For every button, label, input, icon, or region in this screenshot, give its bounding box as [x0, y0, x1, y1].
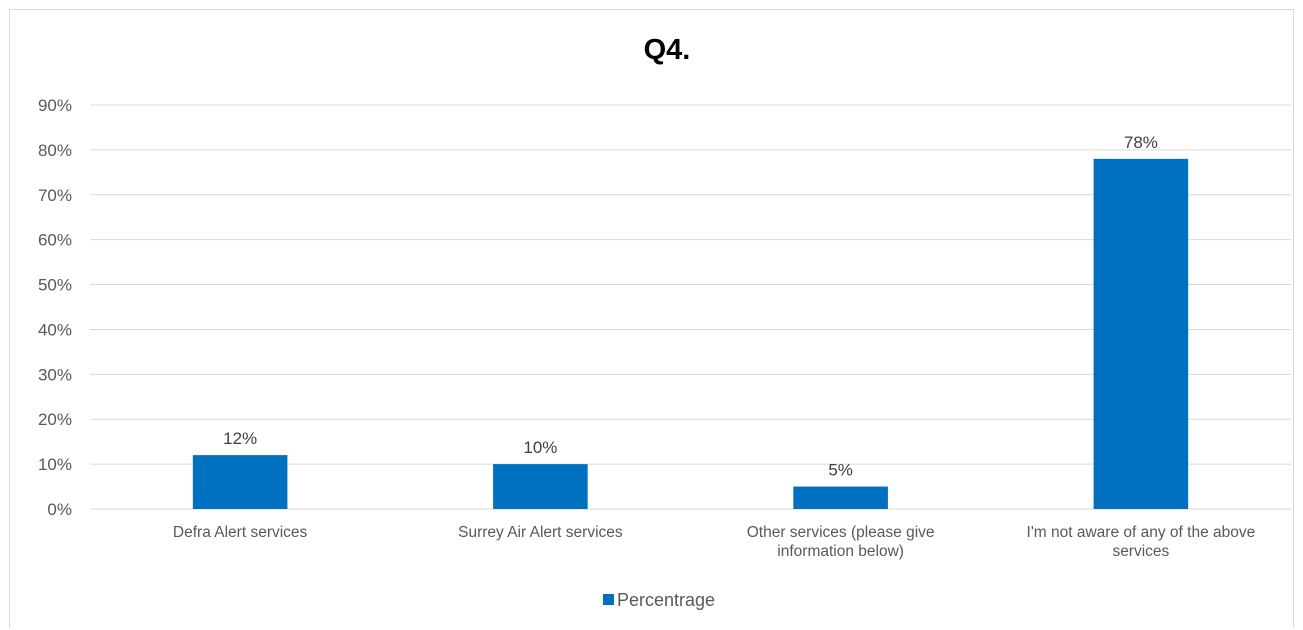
y-tick-label: 20% — [38, 410, 72, 429]
chart-frame — [9, 9, 1294, 628]
bar — [1093, 158, 1189, 509]
data-label: 12% — [223, 429, 257, 448]
legend-swatch — [603, 594, 614, 605]
data-label: 10% — [523, 438, 557, 457]
category-label: Surrey Air Alert services — [458, 524, 623, 541]
category-label: I'm not aware of any of the above — [1027, 524, 1256, 541]
data-label: 5% — [828, 461, 853, 480]
bar — [493, 464, 588, 509]
data-labels: 12% 10% 5% 78% — [223, 133, 1158, 480]
y-tick-label: 10% — [38, 455, 72, 474]
bar — [793, 486, 888, 509]
y-tick-label: 0% — [47, 500, 72, 519]
y-tick-label: 60% — [38, 231, 72, 250]
legend-label: Percentrage — [617, 590, 715, 610]
category-label: Other services (please give — [747, 524, 935, 541]
category-label: services — [1112, 543, 1169, 560]
bars — [192, 158, 1189, 509]
y-axis-ticks: 0% 10% 20% 30% 40% 50% 60% 70% 80% 90% — [38, 96, 72, 519]
bar — [192, 455, 288, 509]
y-tick-label: 50% — [38, 276, 72, 295]
chart-title: Q4. — [644, 34, 691, 66]
data-label: 78% — [1124, 133, 1158, 152]
y-tick-label: 40% — [38, 320, 72, 339]
y-tick-label: 30% — [38, 365, 72, 384]
category-label: information below) — [777, 543, 904, 560]
category-labels: Defra Alert services Surrey Air Alert ser… — [173, 524, 1255, 560]
y-tick-label: 80% — [38, 141, 72, 160]
gridlines — [90, 104, 1291, 510]
category-label: Defra Alert services — [173, 524, 308, 541]
y-tick-label: 70% — [38, 186, 72, 205]
y-tick-label: 90% — [38, 96, 72, 115]
legend: Percentrage — [603, 590, 715, 610]
